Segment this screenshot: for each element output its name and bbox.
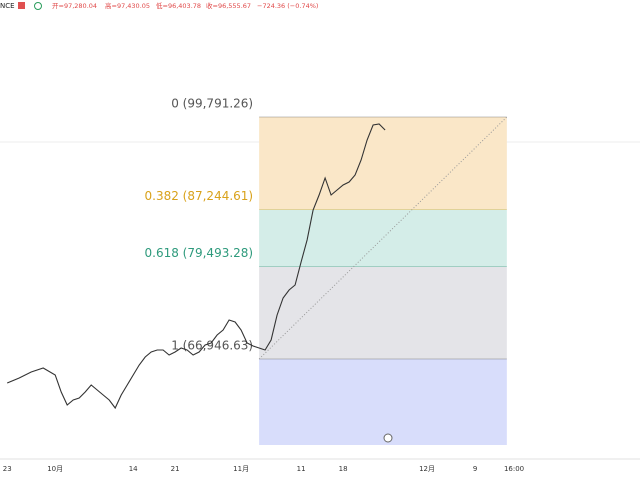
- x-tick-label: 21: [171, 465, 180, 473]
- fib-zone: [259, 266, 507, 359]
- x-tick-label: 11月: [233, 465, 249, 473]
- quote-item: 低=96,403.78: [156, 1, 201, 10]
- quote: 开=97,280.04 高=97,430.05 低=96,403.78 收=96,55…: [52, 1, 318, 10]
- fib-label: 0 (99,791.26): [171, 96, 253, 110]
- symbol: NCE: [0, 2, 15, 10]
- fib-label: 0.382 (87,244.61): [145, 189, 254, 203]
- quote-item: 高=97,430.05: [105, 1, 150, 10]
- x-tick-label: 18: [339, 465, 348, 473]
- x-tick-label: 12月: [419, 465, 435, 473]
- price-line: [6, 123, 386, 410]
- fib-label: 0.618 (79,493.28): [145, 246, 254, 260]
- x-tick-label: 14: [129, 465, 138, 473]
- fib-zone: [259, 209, 507, 267]
- x-tick-label: 10月: [47, 465, 63, 473]
- x-tick-label: 11: [297, 465, 306, 473]
- alert-icon: [383, 433, 393, 443]
- quote-item: −724.36 (−0.74%): [257, 2, 318, 10]
- badge: [18, 2, 25, 9]
- x-tick-label: 9: [473, 465, 477, 473]
- x-tick-label: 23: [3, 465, 12, 473]
- fib-label: 1 (66,946.63): [171, 338, 253, 352]
- quote-item: 收=96,555.67: [206, 1, 251, 10]
- trend-line: [258, 116, 508, 360]
- status-icon: [34, 2, 42, 10]
- fib-zone: [259, 116, 507, 210]
- x-tick-label: 16:00: [504, 465, 524, 473]
- quote-item: 开=97,280.04: [52, 2, 97, 10]
- fib-zone: [259, 358, 507, 445]
